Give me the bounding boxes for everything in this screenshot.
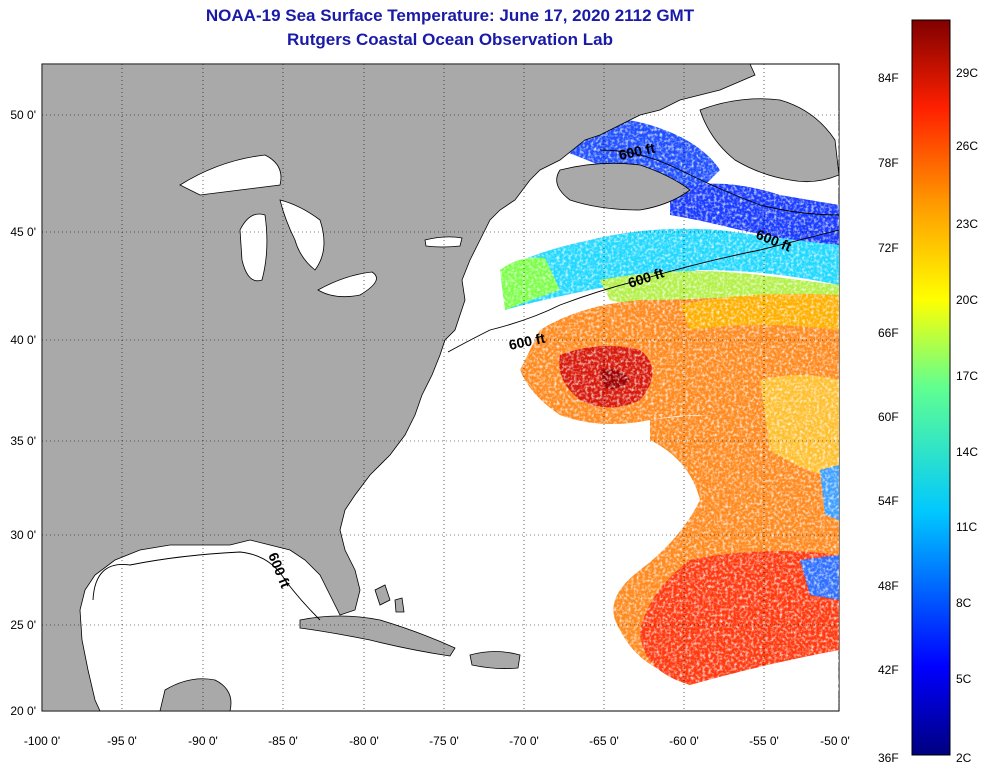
colorbar-c-label: 23C [956, 217, 978, 231]
great-lakes [179, 154, 463, 298]
colorbar-fahrenheit: 84F 78F 72F 66F 60F 54F 48F 42F 36F [878, 71, 899, 765]
lon-tick: -50 0' [820, 734, 850, 748]
colorbar-f-label: 78F [878, 156, 899, 170]
lat-tick: 45 0' [10, 225, 36, 239]
colorbar-f-label: 42F [878, 663, 899, 677]
map-title: NOAA-19 Sea Surface Temperature: June 17… [205, 6, 695, 25]
lat-tick: 25 0' [10, 618, 36, 632]
colorbar-c-label: 2C [956, 751, 972, 765]
colorbar-c-label: 14C [956, 445, 978, 459]
colorbar-f-label: 72F [878, 241, 899, 255]
land-layer [42, 64, 839, 711]
lon-tick: -100 0' [24, 734, 60, 748]
lon-tick: -65 0' [589, 734, 619, 748]
lat-axis: 50 0' 45 0' 40 0' 35 0' 30 0' 25 0' 20 0… [10, 108, 36, 718]
colorbar-f-label: 36F [878, 751, 899, 765]
lon-tick: -80 0' [349, 734, 379, 748]
colorbar-c-label: 29C [956, 66, 978, 80]
colorbar-celsius: 29C 26C 23C 20C 17C 14C 11C 8C 5C 2C [956, 66, 978, 765]
colorbar-c-label: 17C [956, 369, 978, 383]
colorbar-f-label: 48F [878, 579, 899, 593]
lat-tick: 35 0' [10, 434, 36, 448]
lon-tick: -70 0' [509, 734, 539, 748]
depth-label: 600 ft [617, 140, 656, 163]
colorbar [911, 19, 951, 756]
colorbar-c-label: 5C [956, 672, 972, 686]
colorbar-f-label: 54F [878, 494, 899, 508]
lon-tick: -60 0' [669, 734, 699, 748]
colorbar-c-label: 20C [956, 293, 978, 307]
map-subtitle: Rutgers Coastal Ocean Observation Lab [287, 30, 613, 49]
lat-tick: 30 0' [10, 528, 36, 542]
lon-tick: -85 0' [268, 734, 298, 748]
colorbar-f-label: 84F [878, 71, 899, 85]
lat-tick: 50 0' [10, 108, 36, 122]
lon-axis: -100 0' -95 0' -90 0' -85 0' -80 0' -75 … [24, 734, 850, 748]
sst-data-layer [368, 110, 839, 710]
colorbar-c-label: 11C [956, 520, 977, 534]
lon-tick: -75 0' [429, 734, 459, 748]
depth-label: 600 ft [507, 330, 546, 353]
lon-tick: -95 0' [107, 734, 137, 748]
lon-tick: -55 0' [749, 734, 779, 748]
graticule [42, 64, 839, 711]
colorbar-f-label: 60F [878, 410, 899, 424]
lon-tick: -90 0' [188, 734, 218, 748]
colorbar-c-label: 26C [956, 139, 978, 153]
lat-tick: 40 0' [10, 333, 36, 347]
colorbar-c-label: 8C [956, 596, 972, 610]
colorbar-f-label: 66F [878, 326, 899, 340]
isobath-600ft [92, 149, 839, 621]
lat-tick: 20 0' [10, 704, 36, 718]
